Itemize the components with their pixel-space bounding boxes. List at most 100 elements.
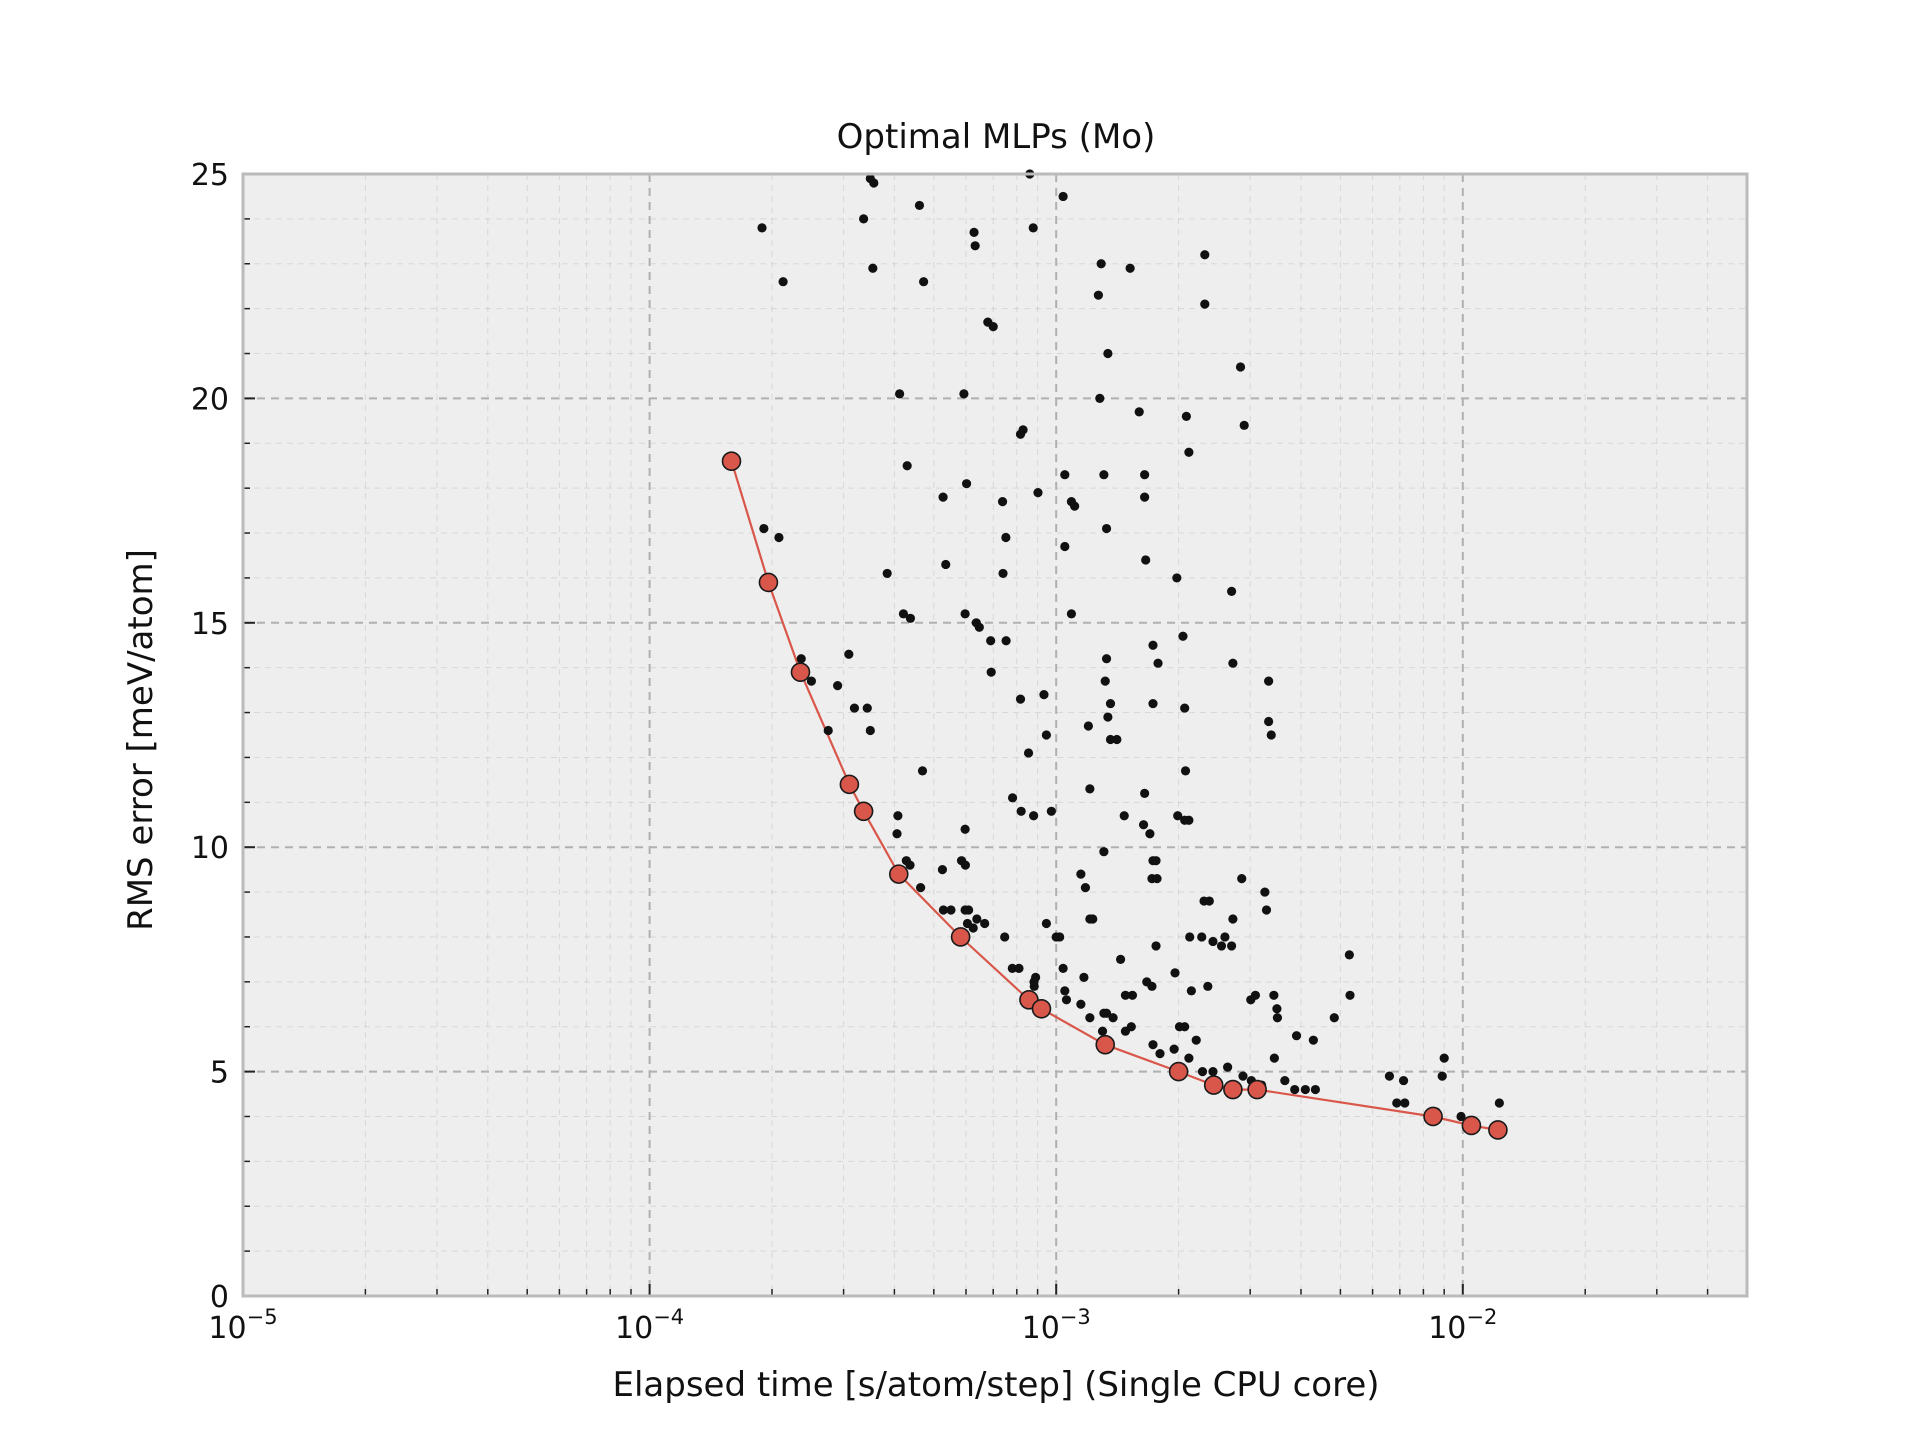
model-point [778, 277, 788, 287]
model-point [959, 389, 969, 399]
model-point [1226, 941, 1237, 951]
model-point [1055, 932, 1065, 942]
model-point [980, 918, 990, 929]
y-tick-label: 10 [191, 831, 229, 866]
model-point [946, 905, 956, 915]
model-point [1191, 1035, 1201, 1045]
y-tick-label: 25 [191, 158, 229, 193]
model-point [1115, 954, 1126, 965]
model-point [1029, 811, 1039, 821]
plot-background [243, 174, 1747, 1296]
pareto-point [853, 801, 874, 822]
model-point [1208, 1067, 1218, 1077]
model-point [823, 725, 833, 736]
y-tick-labels: 0 5 10 15 20 25 [191, 158, 229, 1315]
model-point [941, 559, 951, 570]
model-point [895, 389, 905, 399]
model-point [1101, 523, 1112, 534]
model-point [844, 649, 854, 659]
model-point [1140, 788, 1150, 798]
model-point [1178, 631, 1188, 641]
model-point [1015, 429, 1026, 439]
model-point [1235, 362, 1246, 372]
model-point [833, 681, 843, 691]
model-point [1099, 847, 1109, 857]
model-point [1140, 492, 1150, 502]
model-point [1001, 636, 1011, 646]
model-point [1384, 1071, 1395, 1081]
model-point [1105, 698, 1116, 709]
pareto-point [1247, 1079, 1267, 1100]
model-point [1344, 950, 1354, 960]
plot-frame [241, 172, 1749, 1298]
model-point [1437, 1071, 1447, 1081]
model-point [1151, 856, 1161, 866]
model-point [998, 568, 1008, 579]
model-point [902, 461, 912, 471]
model-point [919, 277, 929, 287]
pareto-point [790, 662, 811, 682]
model-point [1041, 918, 1051, 929]
model-point [938, 492, 948, 502]
model-point [1100, 676, 1110, 686]
model-point [1266, 730, 1276, 740]
x-axis-title: Elapsed time [s/atom/step] (Single CPU c… [612, 1365, 1379, 1405]
model-point [1155, 1049, 1165, 1059]
model-point [938, 905, 949, 915]
model-point [974, 622, 984, 632]
model-point [1060, 470, 1070, 480]
model-point [1001, 532, 1011, 543]
model-point [914, 200, 925, 211]
model-point [1103, 712, 1113, 722]
model-point [1200, 250, 1210, 260]
model-point [1269, 1053, 1279, 1063]
model-point [1076, 869, 1086, 879]
model-point [905, 613, 916, 623]
model-point [1310, 1084, 1321, 1095]
pareto-point [950, 927, 971, 947]
model-point [1083, 721, 1093, 731]
model-point [1014, 963, 1024, 973]
model-point [964, 905, 974, 915]
model-point [1016, 806, 1026, 816]
model-point [1329, 1013, 1339, 1023]
model-point [1197, 932, 1207, 942]
model-point [1392, 1098, 1402, 1108]
model-point [1145, 829, 1155, 839]
model-point [1184, 1053, 1194, 1063]
model-point [1125, 263, 1135, 273]
y-tick-label: 0 [210, 1280, 229, 1315]
model-point [1185, 932, 1195, 942]
model-point [869, 178, 879, 188]
model-point [1033, 488, 1043, 498]
model-point [1439, 1053, 1449, 1063]
minor-grid [243, 174, 1747, 1296]
model-point [937, 865, 948, 875]
model-point [961, 479, 972, 489]
model-point [759, 523, 769, 534]
pareto-point [1095, 1034, 1116, 1055]
model-point [1345, 990, 1355, 1000]
model-point [1058, 963, 1068, 973]
model-point [1140, 470, 1150, 480]
x-tick-label: 10−5 [208, 1305, 277, 1346]
model-point [972, 914, 982, 924]
x-tick-label: 10−3 [1022, 1305, 1091, 1346]
model-point [916, 882, 926, 893]
model-point [882, 568, 892, 579]
model-point [1093, 290, 1104, 300]
model-point [1134, 407, 1144, 417]
model-point [1138, 820, 1149, 830]
pareto-point [1461, 1115, 1482, 1136]
model-point [859, 214, 869, 224]
model-point [868, 263, 878, 273]
pareto-points [721, 451, 1508, 1140]
pareto-point [839, 774, 860, 795]
model-point [1308, 1035, 1318, 1045]
model-point [1456, 1111, 1466, 1122]
model-point [849, 703, 860, 713]
model-point [988, 321, 998, 332]
model-point [1220, 932, 1230, 942]
model-point [1108, 1013, 1118, 1023]
model-point [1228, 914, 1238, 924]
